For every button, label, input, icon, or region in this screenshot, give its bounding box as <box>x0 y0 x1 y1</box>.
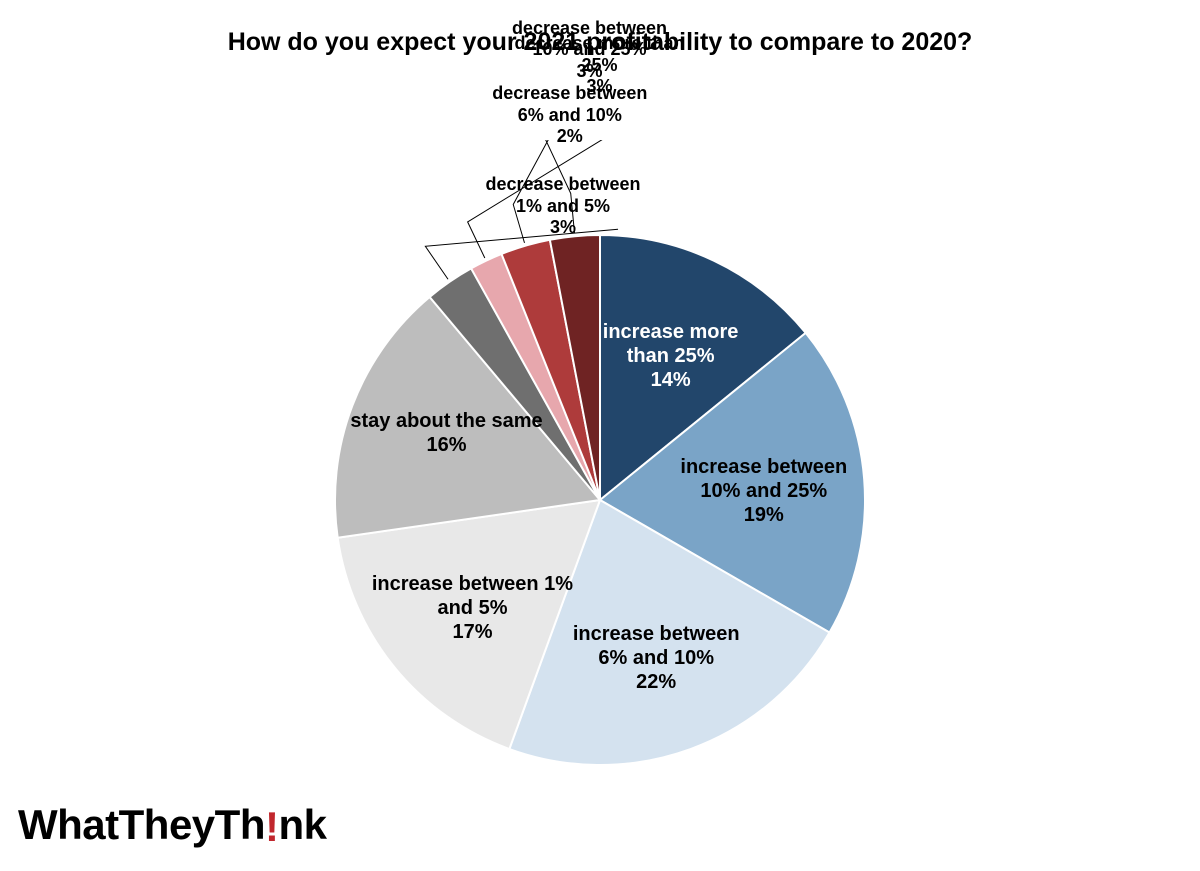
slice-label: stay about the same16% <box>337 409 557 457</box>
brand-logo: WhatTheyTh!nk <box>18 801 327 849</box>
pie-chart: increase morethan 25%14% increase between… <box>150 140 1050 780</box>
slice-label: increase between10% and 25%19% <box>654 455 874 527</box>
logo-text-pre: WhatTheyTh <box>18 801 265 848</box>
slice-leader-label: decrease more than25%3% <box>505 33 695 98</box>
logo-text-post: nk <box>278 801 326 848</box>
logo-exclaim-icon: ! <box>265 803 279 851</box>
slice-label: increase between 1%and 5%17% <box>362 572 582 644</box>
slice-label: increase morethan 25%14% <box>561 320 781 392</box>
slice-leader-label: decrease between1% and 5%3% <box>468 174 658 239</box>
